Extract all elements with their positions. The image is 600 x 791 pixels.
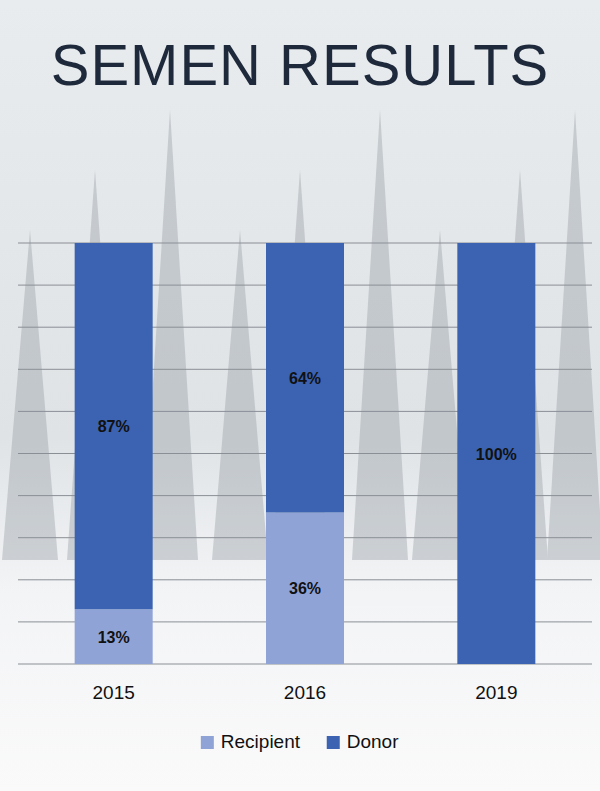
- bar-segment: [266, 512, 344, 664]
- bars: [75, 243, 536, 664]
- bar-segment: [75, 609, 153, 664]
- data-label: 64%: [289, 370, 321, 387]
- background: [0, 0, 600, 791]
- x-tick-label: 2019: [475, 682, 517, 703]
- bar-segment: [457, 243, 535, 664]
- data-label: 13%: [98, 629, 130, 646]
- legend-swatch: [201, 736, 214, 749]
- grid: [18, 243, 592, 664]
- bar-segment: [75, 243, 153, 609]
- bar-segment: [266, 243, 344, 512]
- data-label: 87%: [98, 418, 130, 435]
- data-label: 36%: [289, 580, 321, 597]
- data-labels: 13% 87% 36% 64% 100%: [98, 370, 517, 646]
- x-tick-label: 2015: [93, 682, 135, 703]
- x-tick-label: 2016: [284, 682, 326, 703]
- title: SEMEN RESULTS: [51, 32, 550, 97]
- legend-swatch: [327, 736, 340, 749]
- chart: SEMEN RESULTS 13% 87% 36% 64% 100% 2015 2016 201…: [0, 0, 600, 791]
- legend-label: Recipient: [221, 731, 301, 752]
- data-label: 100%: [476, 446, 517, 463]
- legend-label: Donor: [347, 731, 399, 752]
- legend: Recipient Donor: [201, 731, 399, 752]
